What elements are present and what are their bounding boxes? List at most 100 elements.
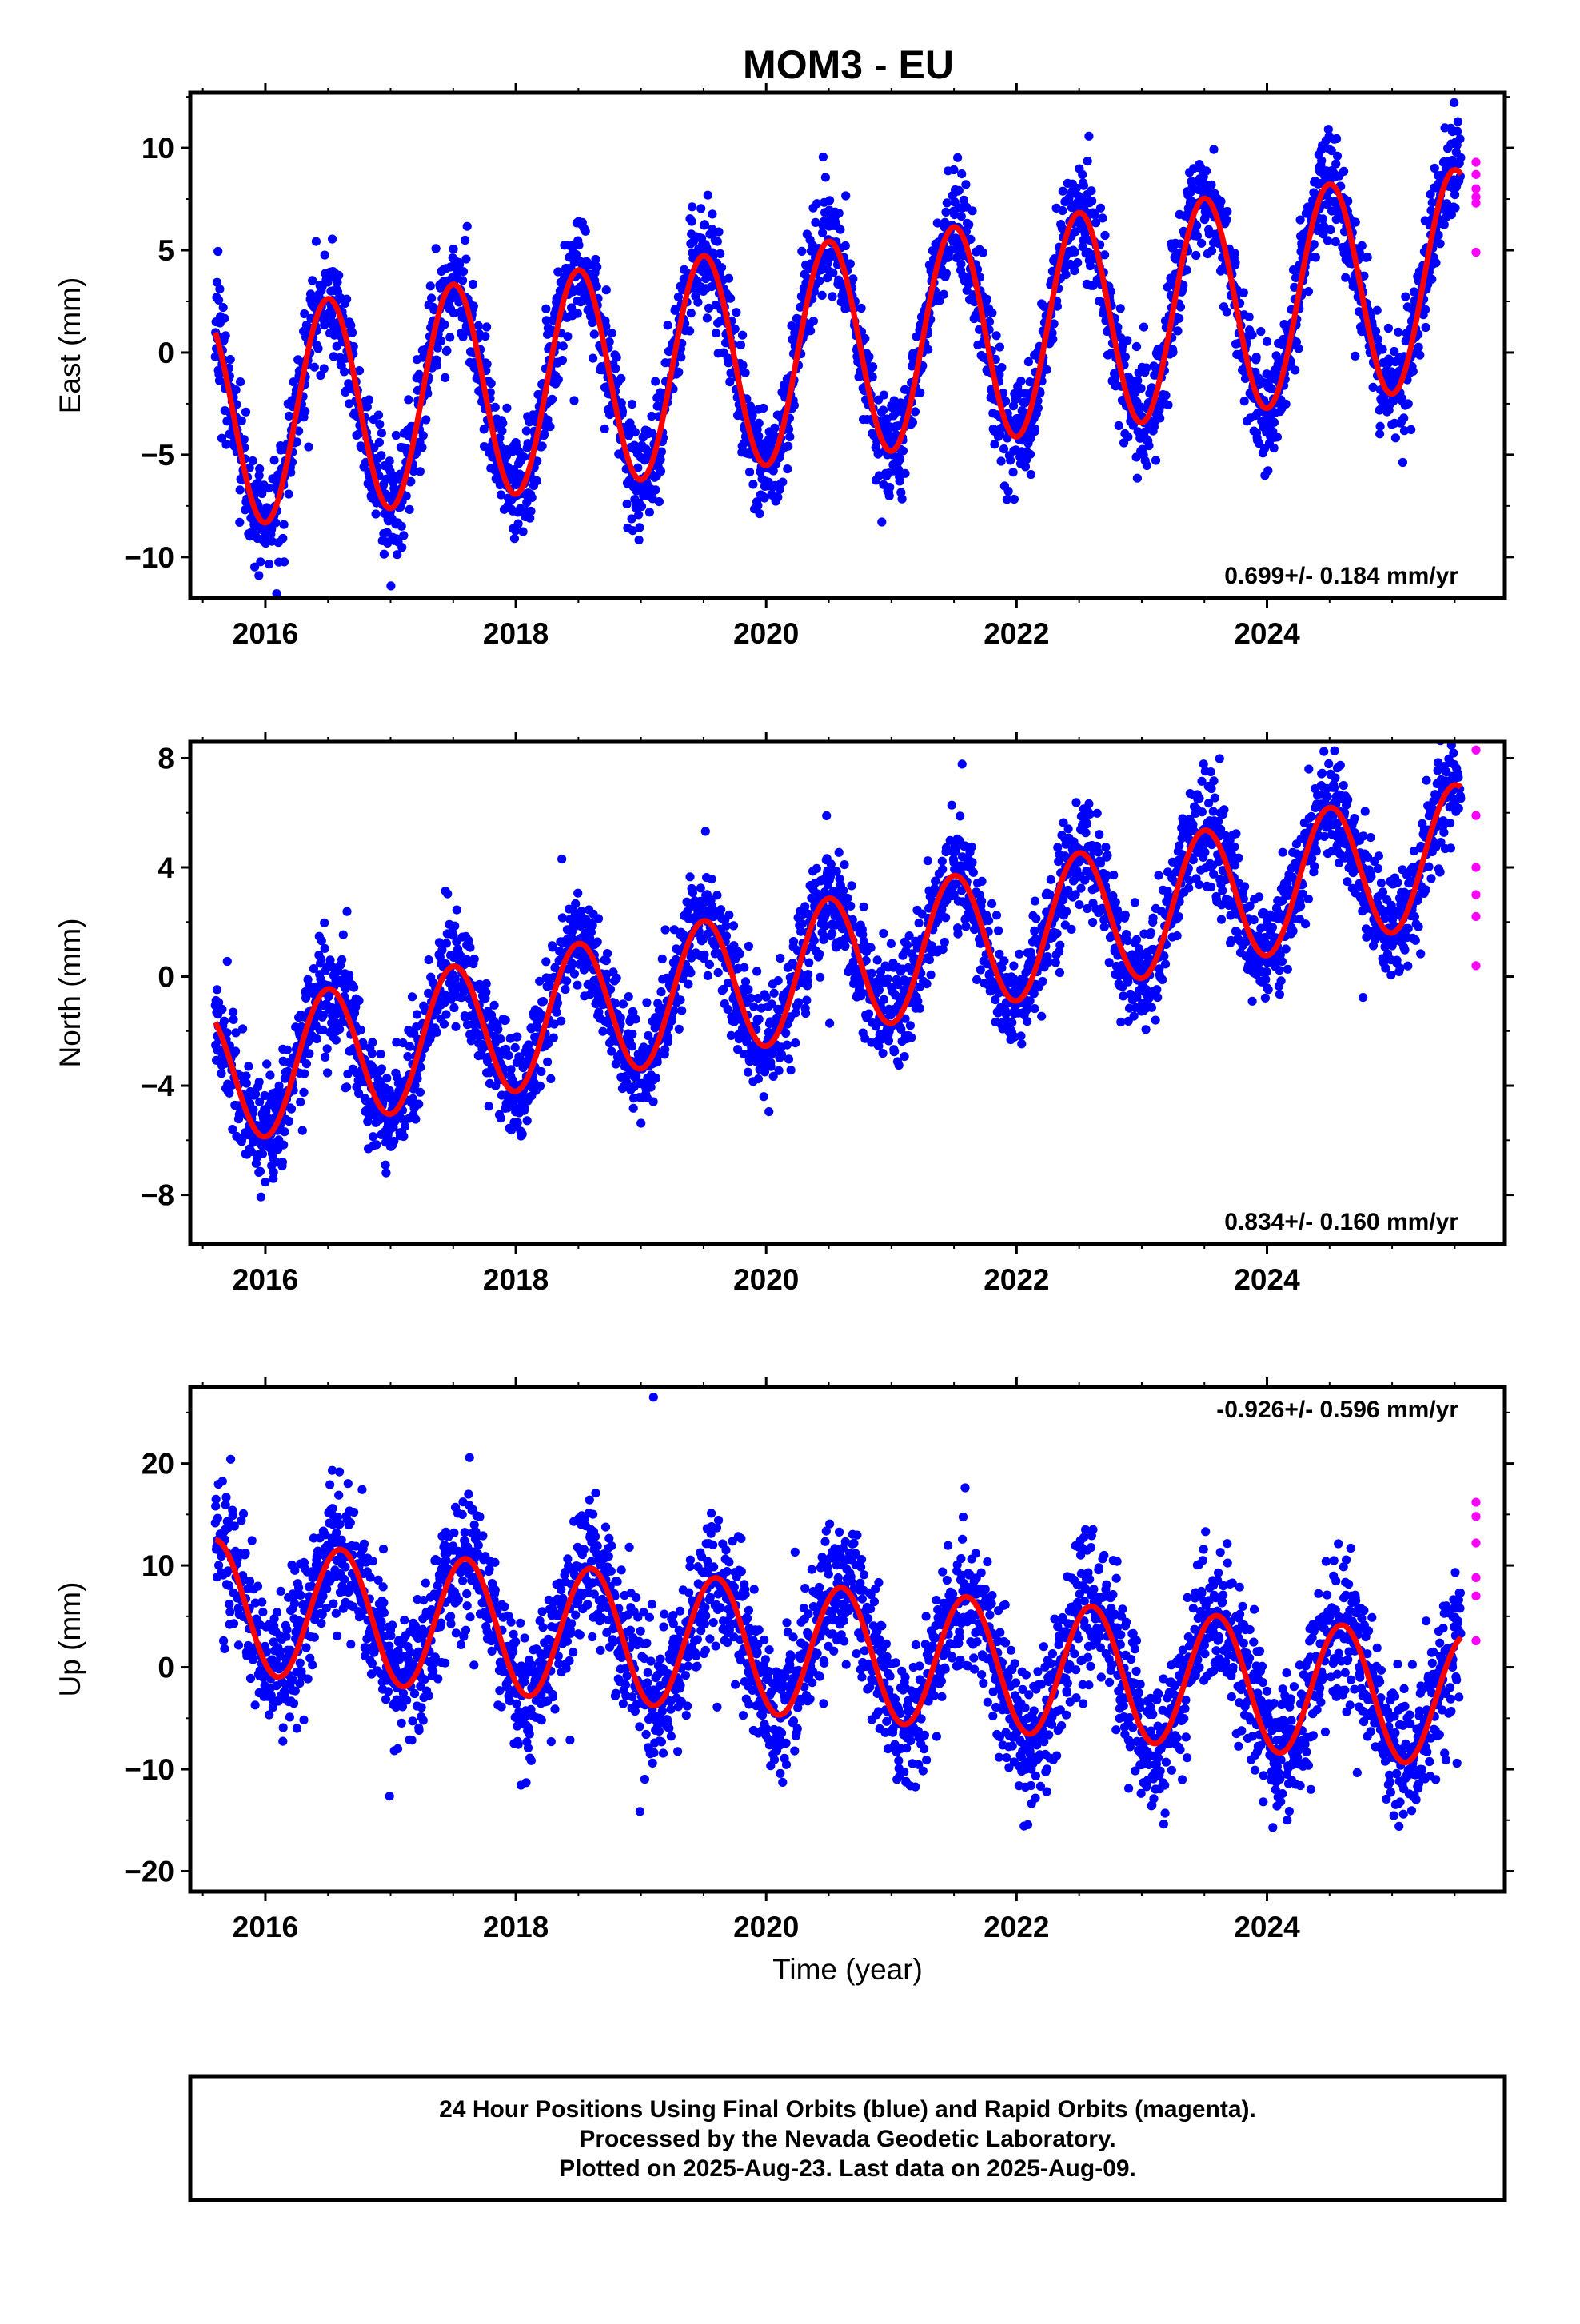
final-orbit-point — [1123, 433, 1132, 441]
y-tick-label: −10 — [124, 541, 174, 574]
final-orbit-point — [442, 939, 451, 947]
x-tick-label: 2018 — [483, 1263, 549, 1296]
final-orbit-point — [868, 362, 877, 371]
final-orbit-point — [528, 493, 537, 502]
final-orbit-point — [589, 354, 597, 363]
final-orbit-point — [713, 237, 722, 246]
final-orbit-point — [1398, 458, 1407, 467]
final-orbit-point — [1384, 324, 1393, 333]
final-orbit-point — [320, 364, 329, 373]
final-orbit-point — [1087, 197, 1096, 205]
final-orbit-point — [546, 1074, 555, 1083]
final-orbit-point — [815, 277, 824, 285]
final-orbit-point — [637, 502, 646, 511]
final-orbit-point — [957, 212, 966, 221]
final-orbit-point — [433, 361, 441, 370]
final-orbit-point — [1231, 249, 1239, 257]
final-orbit-point — [339, 931, 348, 939]
rapid-orbit-point — [1471, 170, 1480, 179]
final-orbit-point — [1339, 167, 1348, 176]
final-orbit-point — [701, 827, 710, 835]
final-orbit-point — [714, 228, 723, 237]
final-orbit-point — [404, 395, 413, 404]
final-orbit-point — [828, 269, 837, 277]
final-orbit-point — [249, 456, 257, 465]
final-orbit-point — [1456, 153, 1465, 162]
final-orbit-point — [507, 1065, 516, 1074]
final-orbit-point — [237, 417, 246, 425]
final-orbit-point — [877, 517, 886, 526]
final-orbit-point — [712, 329, 720, 337]
final-orbit-point — [1071, 248, 1079, 257]
final-orbit-point — [806, 326, 815, 335]
final-orbit-point — [332, 1036, 341, 1045]
final-orbit-point — [368, 1038, 377, 1046]
final-orbit-point — [213, 247, 222, 256]
final-orbit-point — [449, 245, 457, 253]
final-orbit-point — [320, 919, 329, 927]
final-orbit-point — [256, 1167, 265, 1176]
final-orbit-point — [511, 1043, 520, 1052]
final-orbit-point — [416, 1088, 425, 1097]
final-orbit-point — [440, 1019, 449, 1028]
final-orbit-point — [498, 419, 507, 428]
final-orbit-point — [961, 180, 970, 189]
final-orbit-point — [1010, 495, 1019, 504]
final-orbit-point — [470, 955, 479, 963]
final-orbit-point — [899, 447, 908, 456]
final-orbit-point — [809, 317, 818, 325]
final-orbit-point — [714, 968, 723, 977]
final-orbit-point — [685, 326, 694, 335]
final-orbit-point — [1401, 293, 1410, 301]
final-orbit-point — [279, 1141, 288, 1150]
final-orbit-point — [760, 1092, 768, 1101]
final-orbit-point — [1115, 421, 1123, 430]
final-orbit-point — [652, 485, 660, 494]
final-orbit-point — [1144, 441, 1153, 450]
final-orbit-point — [342, 907, 351, 916]
final-orbit-point — [1270, 418, 1279, 427]
final-orbit-point — [481, 332, 489, 341]
y-tick-label: −8 — [141, 1179, 174, 1212]
final-orbit-point — [497, 1114, 505, 1122]
final-orbit-point — [1371, 327, 1380, 336]
final-orbit-point — [481, 987, 490, 996]
final-orbit-point — [1073, 258, 1082, 267]
rapid-orbit-point — [1471, 157, 1480, 166]
final-orbit-point — [755, 419, 764, 428]
final-orbit-point — [545, 422, 554, 431]
final-orbit-point — [1409, 367, 1418, 376]
final-orbit-point — [748, 480, 757, 488]
final-orbit-point — [764, 1107, 773, 1116]
final-orbit-point — [770, 424, 779, 433]
final-orbit-point — [262, 1059, 271, 1068]
final-orbit-point — [818, 291, 827, 300]
final-orbit-point — [636, 1118, 645, 1127]
final-orbit-point — [232, 385, 241, 394]
final-orbit-point — [1009, 468, 1018, 476]
final-orbit-point — [539, 997, 548, 1006]
final-orbit-point — [686, 968, 695, 977]
final-orbit-point — [611, 364, 620, 373]
final-orbit-point — [1100, 231, 1109, 240]
final-orbit-point — [514, 520, 523, 528]
final-orbit-point — [623, 500, 632, 508]
final-orbit-point — [1168, 348, 1177, 357]
final-orbit-point — [257, 1193, 265, 1202]
final-orbit-point — [1016, 377, 1025, 385]
final-orbit-point — [1006, 456, 1015, 464]
final-orbit-point — [716, 905, 725, 914]
x-tick-label: 2020 — [733, 1263, 799, 1296]
final-orbit-point — [740, 963, 748, 972]
x-tick-label: 2018 — [483, 617, 549, 650]
final-orbit-point — [753, 501, 762, 510]
final-orbit-point — [549, 1034, 558, 1042]
final-orbit-point — [1454, 118, 1462, 126]
final-orbit-point — [1231, 258, 1239, 267]
final-orbit-point — [1422, 323, 1430, 332]
final-orbit-point — [574, 241, 583, 249]
final-orbit-point — [369, 1132, 377, 1141]
final-orbit-point — [1202, 166, 1211, 175]
final-orbit-point — [213, 985, 221, 994]
final-orbit-point — [687, 309, 696, 317]
